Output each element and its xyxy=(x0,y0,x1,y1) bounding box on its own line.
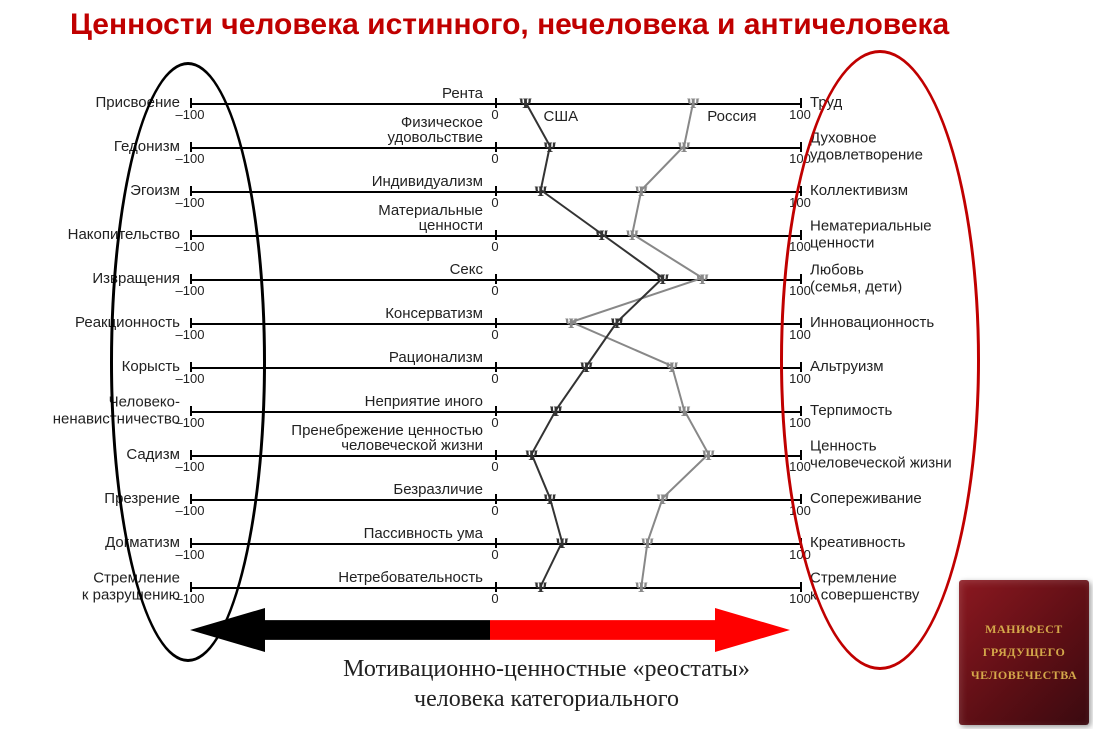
book-line1: МАНИФЕСТ xyxy=(959,618,1089,641)
marker-series2: ᴪ xyxy=(626,224,638,244)
caption-line2: человека категориального xyxy=(414,686,679,712)
marker-series1: ᴪ xyxy=(535,576,547,596)
marker-series2: ᴪ xyxy=(703,444,715,464)
mid-label: Секс xyxy=(450,262,483,278)
tick-label: 0 xyxy=(491,195,498,210)
mid-label: Физическоеудовольствие xyxy=(387,115,483,147)
marker-series1: ᴪ xyxy=(556,532,568,552)
tick-label: 0 xyxy=(491,591,498,606)
marker-series2: ᴪ xyxy=(657,488,669,508)
mid-label: Безразличие xyxy=(393,482,483,498)
marker-series2: ᴪ xyxy=(687,92,699,112)
page-title: Ценности человека истинного, нечеловека … xyxy=(0,0,1093,47)
tick-label: 0 xyxy=(491,239,498,254)
tick-label: 0 xyxy=(491,107,498,122)
marker-series1: ᴪ xyxy=(526,444,538,464)
marker-series1: ᴪ xyxy=(581,356,593,376)
tick-label: 0 xyxy=(491,371,498,386)
tick-label: 0 xyxy=(491,151,498,166)
legend-series1: США xyxy=(544,108,579,125)
marker-series2: ᴪ xyxy=(635,576,647,596)
marker-series1: ᴪ xyxy=(520,92,532,112)
marker-series2: ᴪ xyxy=(666,356,678,376)
legend-series2: Россия xyxy=(707,108,756,125)
marker-series1: ᴪ xyxy=(611,312,623,332)
mid-label: Неприятие иного xyxy=(365,394,483,410)
marker-series1: ᴪ xyxy=(596,224,608,244)
marker-series1: ᴪ xyxy=(544,136,556,156)
ellipse-left xyxy=(110,62,266,662)
book-text: МАНИФЕСТ ГРЯДУЩЕГО ЧЕЛОВЕЧЕСТВА xyxy=(959,580,1089,686)
mid-label: Материальныеценности xyxy=(378,203,483,235)
mid-label: Пренебрежение ценностьючеловеческой жизн… xyxy=(291,423,483,455)
marker-series1: ᴪ xyxy=(544,488,556,508)
mid-label: Индивидуализм xyxy=(372,174,483,190)
tick-label: 0 xyxy=(491,415,498,430)
marker-series2: ᴪ xyxy=(565,312,577,332)
book-cover: МАНИФЕСТ ГРЯДУЩЕГО ЧЕЛОВЕЧЕСТВА xyxy=(959,580,1089,725)
tick-label: 100 xyxy=(789,591,811,606)
marker-series2: ᴪ xyxy=(678,136,690,156)
book-line2: ГРЯДУЩЕГО xyxy=(959,641,1089,664)
mid-label: Рационализм xyxy=(389,350,483,366)
mid-label: Нетребовательность xyxy=(338,570,483,586)
mid-label: Пассивность ума xyxy=(364,526,483,542)
tick-label: 100 xyxy=(789,107,811,122)
ellipse-right xyxy=(780,50,980,670)
book-line3: ЧЕЛОВЕЧЕСТВА xyxy=(959,664,1089,687)
tick-label: 0 xyxy=(491,459,498,474)
caption-line1: Мотивационно-ценностные «реостаты» xyxy=(343,656,750,682)
marker-series2: ᴪ xyxy=(696,268,708,288)
marker-series2: ᴪ xyxy=(678,400,690,420)
marker-series1: ᴪ xyxy=(535,180,547,200)
tick-label: 0 xyxy=(491,547,498,562)
marker-series2: ᴪ xyxy=(642,532,654,552)
caption: Мотивационно-ценностные «реостаты» челов… xyxy=(0,654,1093,714)
marker-series1: ᴪ xyxy=(657,268,669,288)
mid-label: Консерватизм xyxy=(385,306,483,322)
marker-series1: ᴪ xyxy=(550,400,562,420)
tick-label: 0 xyxy=(491,503,498,518)
tick-label: 0 xyxy=(491,283,498,298)
marker-series2: ᴪ xyxy=(635,180,647,200)
arrow xyxy=(190,608,490,652)
mid-label: Рента xyxy=(442,86,483,102)
tick-label: 0 xyxy=(491,327,498,342)
arrow xyxy=(490,608,790,652)
